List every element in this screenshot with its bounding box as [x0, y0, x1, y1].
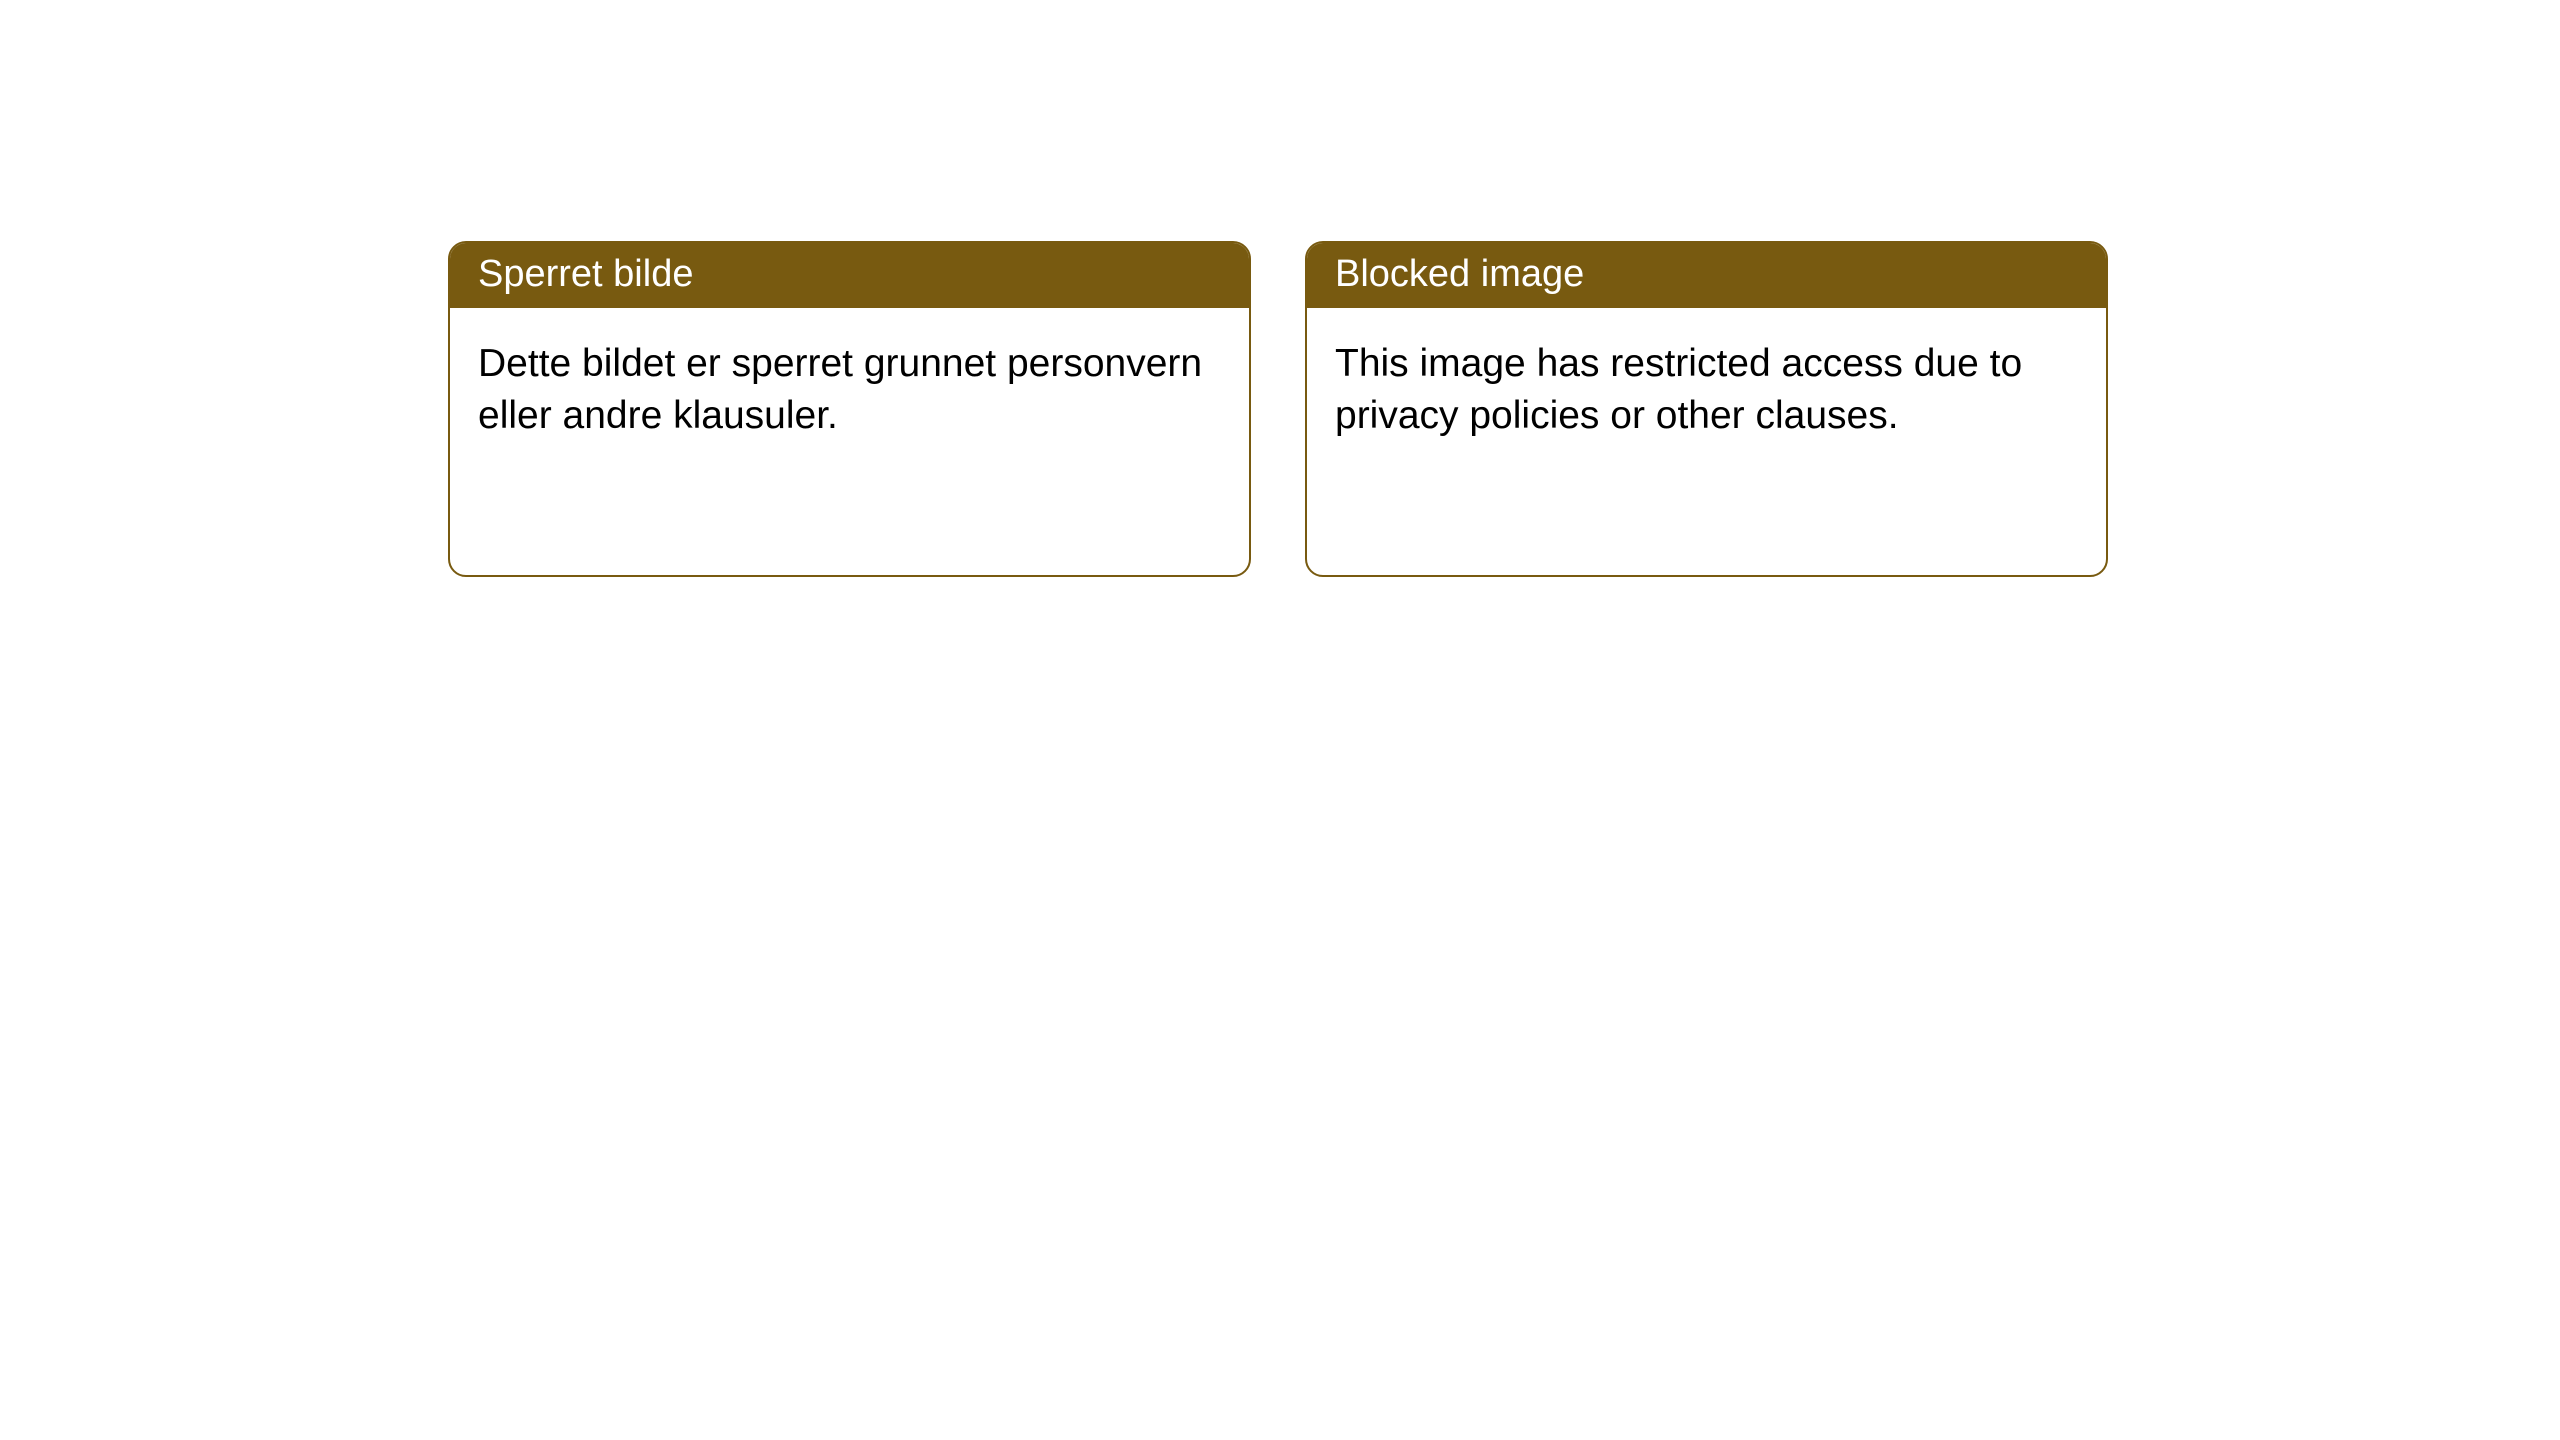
notice-card-english: Blocked image This image has restricted …: [1305, 241, 2108, 577]
notice-card-header: Sperret bilde: [450, 243, 1249, 308]
notice-message: Dette bildet er sperret grunnet personve…: [478, 342, 1202, 437]
notice-message: This image has restricted access due to …: [1335, 342, 2022, 437]
notice-card-header: Blocked image: [1307, 243, 2106, 308]
notice-card-norwegian: Sperret bilde Dette bildet er sperret gr…: [448, 241, 1251, 577]
notice-title: Blocked image: [1335, 253, 1584, 295]
notice-container: Sperret bilde Dette bildet er sperret gr…: [448, 241, 2108, 577]
notice-title: Sperret bilde: [478, 253, 693, 295]
notice-card-body: Dette bildet er sperret grunnet personve…: [450, 308, 1249, 473]
notice-card-body: This image has restricted access due to …: [1307, 308, 2106, 473]
